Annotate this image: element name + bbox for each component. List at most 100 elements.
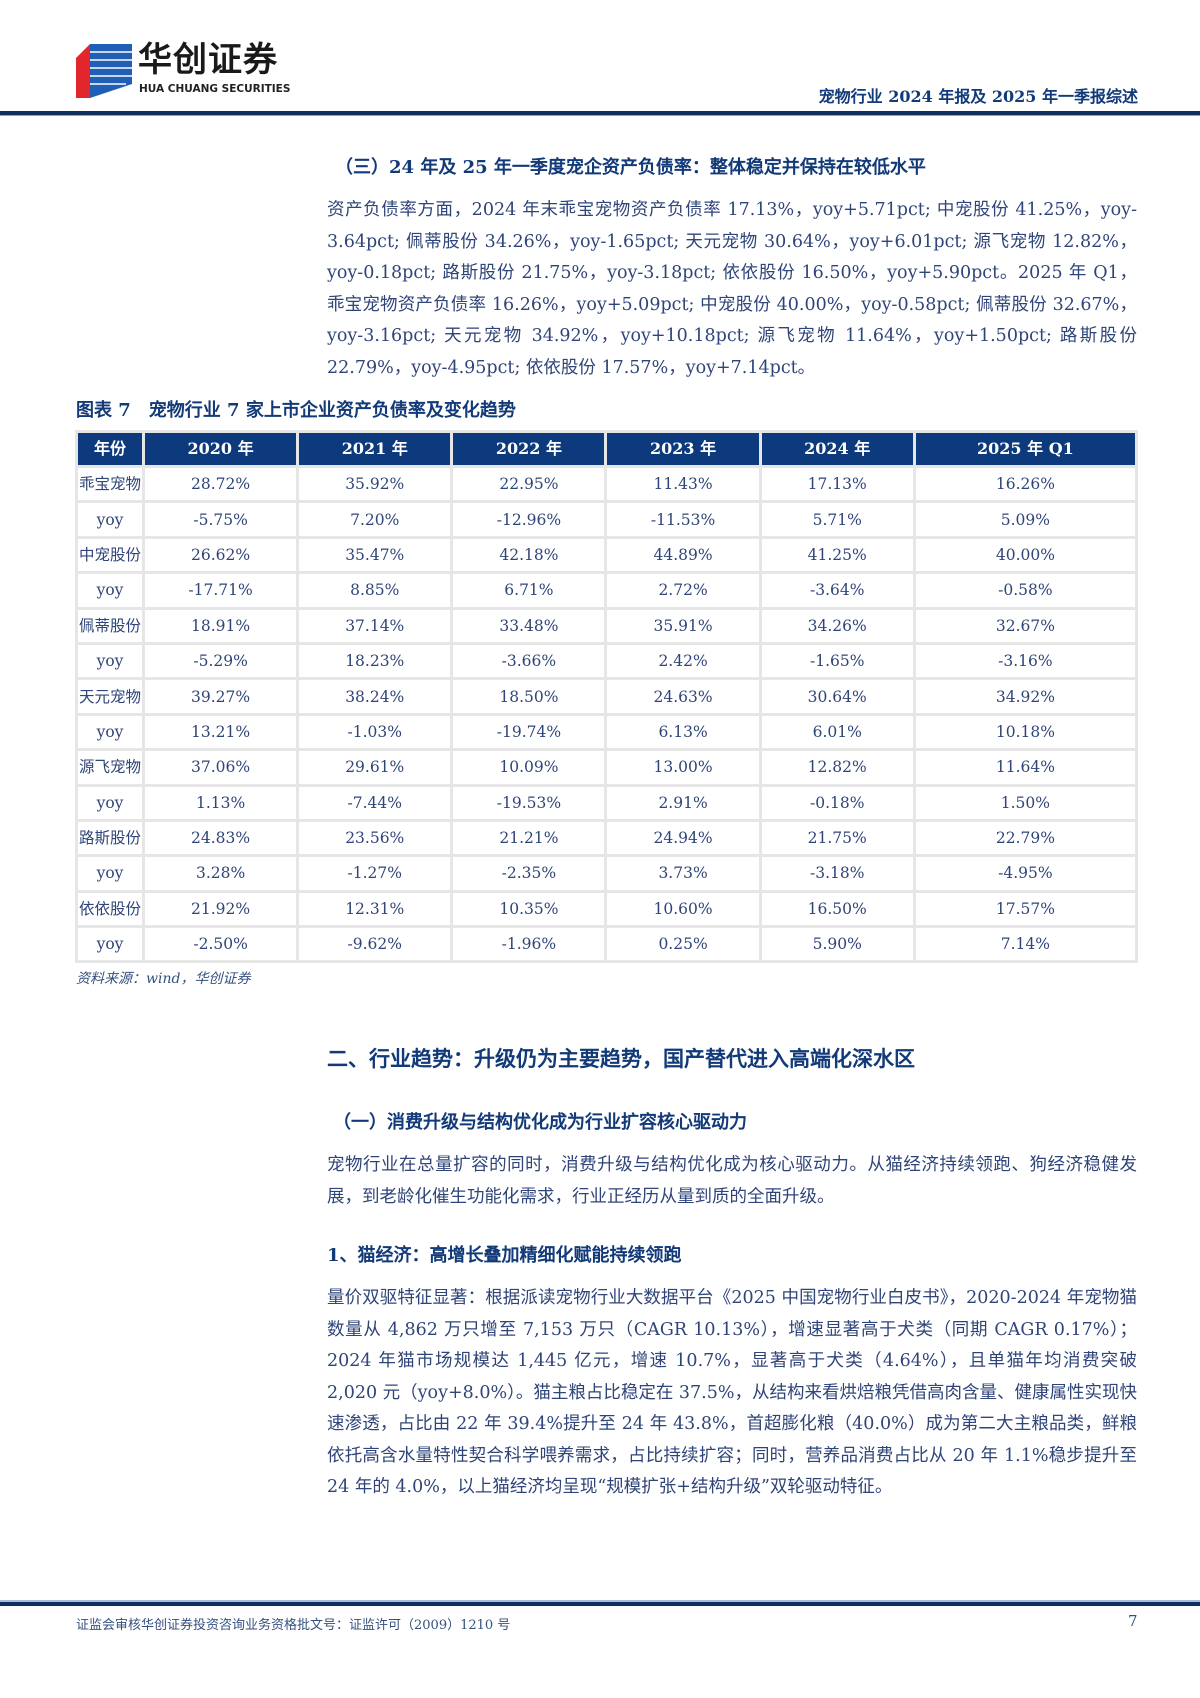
table-cell: 5.71% (761, 503, 913, 536)
footer-divider (0, 1600, 1200, 1606)
table-cell: 35.92% (299, 468, 451, 501)
row-label-cell: 中宠股份 (78, 538, 143, 572)
table-cell: 22.95% (453, 468, 605, 501)
section-paragraph: 资产负债率方面，2024 年末乖宝宠物资产负债率 17.13%，yoy+5.71… (327, 200, 1137, 378)
table-cell: 12.31% (299, 892, 451, 926)
table-cell: -1.27% (299, 857, 451, 890)
table-row: yoy 13.21% -1.03% -19.74% 6.13% 6.01% 10.18% (78, 715, 1135, 749)
logo-english-text: HUA CHUANG SECURITIES (139, 83, 291, 95)
table-cell: -9.62% (299, 928, 451, 961)
table-cell: 7.20% (299, 503, 451, 536)
table-cell: -17.71% (145, 574, 297, 607)
chapter-title: 二、行业趋势：升级仍为主要趋势，国产替代进入高端化深水区 (327, 1046, 915, 1072)
table-cell: -1.96% (453, 928, 605, 961)
table-cell: -0.18% (761, 786, 913, 819)
table-cell: -3.66% (453, 644, 605, 678)
table-header-cell: 2022 年 (453, 433, 605, 465)
table-row: 中宠股份 26.62% 35.47% 42.18% 44.89% 41.25% 40.00% (78, 538, 1135, 572)
table-cell: 2.42% (607, 644, 759, 678)
table-cell: -2.35% (453, 857, 605, 890)
table-cell: 41.25% (761, 538, 913, 572)
table-cell: 23.56% (299, 821, 451, 855)
table-cell: 5.09% (915, 503, 1135, 536)
table-header-cell: 年份 (78, 433, 143, 465)
figure-caption: 图表 7 宠物行业 7 家上市企业资产负债率及变化趋势 (76, 400, 516, 421)
table-cell: 18.91% (145, 609, 297, 642)
table-row: yoy 3.28% -1.27% -2.35% 3.73% -3.18% -4.95% (78, 857, 1135, 890)
page-number: 7 (1128, 1612, 1138, 1630)
table-cell: 24.83% (145, 821, 297, 855)
table-cell: 17.13% (761, 468, 913, 501)
table-cell: -2.50% (145, 928, 297, 961)
header-divider (0, 111, 1200, 116)
table-row: 源飞宠物 37.06% 29.61% 10.09% 13.00% 12.82% 11.64% (78, 751, 1135, 784)
table-cell: 29.61% (299, 751, 451, 784)
table-cell: 7.14% (915, 928, 1135, 961)
table-header-cell: 2021 年 (299, 433, 451, 465)
table-cell: 10.09% (453, 751, 605, 784)
cat-economy-paragraph: 量价双驱特征显著：根据派读宠物行业大数据平台《2025 中国宠物行业白皮书》，2… (327, 1288, 1137, 1498)
table-header-cell: 2025 年 Q1 (915, 433, 1135, 465)
table-cell: -5.29% (145, 644, 297, 678)
table-cell: 39.27% (145, 680, 297, 713)
table-container: 年份 2020 年 2021 年 2022 年 2023 年 2024 年 2025 年 Q… (75, 430, 1138, 964)
table-cell: 13.21% (145, 715, 297, 749)
table-cell: 34.92% (915, 680, 1135, 713)
table-cell: 2.72% (607, 574, 759, 607)
row-label-cell: yoy (78, 503, 143, 536)
row-label-cell: yoy (78, 786, 143, 819)
row-label-cell: 依依股份 (78, 892, 143, 926)
table-cell: 18.23% (299, 644, 451, 678)
table-cell: 21.92% (145, 892, 297, 926)
table-cell: 1.50% (915, 786, 1135, 819)
table-cell: 30.64% (761, 680, 913, 713)
table-header-cell: 2024 年 (761, 433, 913, 465)
row-label-cell: 佩蒂股份 (78, 609, 143, 642)
table-cell: -12.96% (453, 503, 605, 536)
subsection-paragraph: 宠物行业在总量扩容的同时，消费升级与结构优化成为核心驱动力。从猫经济持续领跑、狗… (327, 1155, 1137, 1207)
table-cell: 11.43% (607, 468, 759, 501)
row-label-cell: yoy (78, 574, 143, 607)
table-cell: 3.73% (607, 857, 759, 890)
page-content: （三）24 年及 25 年一季度宠企资产负债率：整体稳定并保持在较低水平 资产负… (0, 116, 1200, 1600)
table-cell: 33.48% (453, 609, 605, 642)
table-cell: -3.16% (915, 644, 1135, 678)
table-cell: 6.13% (607, 715, 759, 749)
table-cell: 10.60% (607, 892, 759, 926)
table-cell: 16.26% (915, 468, 1135, 501)
page-footer: 证监会审核华创证券投资咨询业务资格批文号：证监许可（2009）1210 号 7 (0, 1600, 1200, 1698)
table-cell: 10.18% (915, 715, 1135, 749)
cat-economy-title: 1、猫经济：高增长叠加精细化赋能持续领跑 (327, 1245, 682, 1267)
company-logo: 华创证券 HUA CHUANG SECURITIES (76, 40, 306, 102)
table-row: 乖宝宠物 28.72% 35.92% 22.95% 11.43% 17.13% 16.26% (78, 468, 1135, 501)
footer-license: 证监会审核华创证券投资咨询业务资格批文号：证监许可（2009）1210 号 (76, 1618, 511, 1633)
table-row: yoy 1.13% -7.44% -19.53% 2.91% -0.18% 1.50% (78, 786, 1135, 819)
table-cell: 22.79% (915, 821, 1135, 855)
table-cell: 13.00% (607, 751, 759, 784)
table-cell: -3.18% (761, 857, 913, 890)
section-title: （三）24 年及 25 年一季度宠企资产负债率：整体稳定并保持在较低水平 (335, 157, 926, 178)
table-cell: -19.53% (453, 786, 605, 819)
table-header-row: 年份 2020 年 2021 年 2022 年 2023 年 2024 年 2025 年 Q… (78, 433, 1135, 465)
table-cell: 11.64% (915, 751, 1135, 784)
table-cell: 0.25% (607, 928, 759, 961)
row-label-cell: 路斯股份 (78, 821, 143, 855)
row-label-cell: yoy (78, 644, 143, 678)
table-cell: 38.24% (299, 680, 451, 713)
table-cell: 40.00% (915, 538, 1135, 572)
table-cell: 24.94% (607, 821, 759, 855)
report-title: 宠物行业 2024 年报及 2025 年一季报综述 (818, 87, 1138, 106)
table-row: yoy -5.75% 7.20% -12.96% -11.53% 5.71% 5.09% (78, 503, 1135, 536)
table-cell: 2.91% (607, 786, 759, 819)
table-cell: 28.72% (145, 468, 297, 501)
table-cell: 21.21% (453, 821, 605, 855)
row-label-cell: yoy (78, 715, 143, 749)
table-cell: 21.75% (761, 821, 913, 855)
row-label-cell: yoy (78, 857, 143, 890)
table-cell: 10.35% (453, 892, 605, 926)
page-header: 华创证券 HUA CHUANG SECURITIES 宠物行业 2024 年报及… (0, 0, 1200, 116)
table-cell: 17.57% (915, 892, 1135, 926)
debt-ratio-table: 年份 2020 年 2021 年 2022 年 2023 年 2024 年 2025 年 Q… (75, 430, 1138, 964)
table-cell: 24.63% (607, 680, 759, 713)
table-cell: -19.74% (453, 715, 605, 749)
